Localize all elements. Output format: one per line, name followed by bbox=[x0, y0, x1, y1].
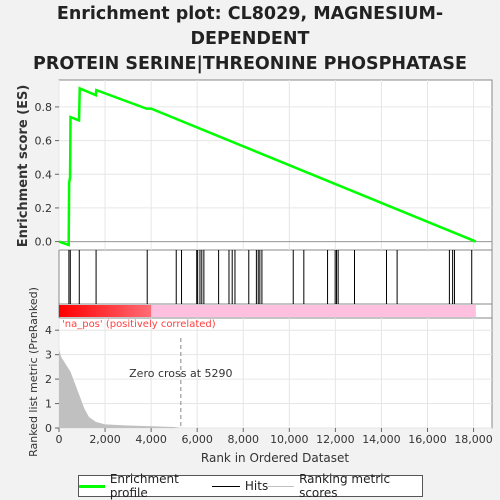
es-y-ticks: 0.0 0.2 0.4 0.6 0.8 bbox=[35, 101, 59, 249]
legend-ranking-swatch bbox=[268, 485, 295, 487]
ranking-y-tick-label: 2 bbox=[45, 373, 52, 386]
rank-color-band bbox=[59, 305, 476, 317]
band-segment bbox=[121, 305, 124, 317]
es-y-tick-label: 0.6 bbox=[35, 135, 53, 148]
x-tick-label: 6,000 bbox=[181, 433, 213, 446]
band-segment bbox=[146, 305, 150, 317]
ranking-y-tick-label: 0 bbox=[45, 422, 52, 435]
x-axis-label: Rank in Ordered Dataset bbox=[201, 451, 349, 465]
band-segment bbox=[95, 305, 99, 317]
band-segment bbox=[102, 305, 106, 317]
band-segment bbox=[63, 305, 67, 317]
enrichment-profile-line bbox=[58, 86, 477, 247]
band-segment bbox=[70, 305, 74, 317]
es-plot-area bbox=[58, 79, 493, 251]
band-segment bbox=[137, 305, 141, 317]
band-segment bbox=[151, 305, 476, 317]
x-tick-label: 10,000 bbox=[270, 433, 309, 446]
ranking-x-ticks: 0 2,000 4,000 6,000 8,000 10,000 12,000 14,000 1… bbox=[56, 428, 493, 446]
es-y-tick-label: 0.2 bbox=[35, 202, 53, 215]
zero-cross-annotation: Zero cross at 5290 bbox=[129, 367, 232, 380]
band-segment bbox=[98, 305, 101, 317]
band-segment bbox=[111, 305, 115, 317]
es-y-axis-label: Enrichment score (ES) bbox=[16, 85, 31, 248]
legend-ranking-label: Ranking metric scores bbox=[299, 472, 391, 500]
band-segment bbox=[105, 305, 108, 317]
band-segment bbox=[109, 305, 113, 317]
ranking-y-tick-label: 4 bbox=[45, 324, 52, 337]
band-segment bbox=[79, 305, 83, 317]
band-segment bbox=[139, 305, 143, 317]
legend-item-ranking: Ranking metric scores bbox=[268, 472, 422, 500]
band-segment bbox=[100, 305, 104, 317]
band-segment bbox=[130, 305, 134, 317]
band-segment bbox=[141, 305, 145, 317]
x-tick-label: 14,000 bbox=[362, 433, 401, 446]
legend-hits-swatch bbox=[211, 485, 240, 487]
band-segment bbox=[61, 305, 65, 317]
es-y-tick-label: 0.0 bbox=[35, 236, 53, 249]
band-segment bbox=[125, 305, 129, 317]
x-tick-label: 0 bbox=[56, 433, 63, 446]
x-tick-label: 18,000 bbox=[454, 433, 493, 446]
es-y-tick-label: 0.8 bbox=[35, 101, 53, 114]
band-segment bbox=[116, 305, 120, 317]
band-segment bbox=[118, 305, 122, 317]
ranking-y-tick-label: 1 bbox=[45, 398, 52, 411]
band-segment bbox=[91, 305, 95, 317]
ranking-gridlines bbox=[58, 318, 492, 429]
band-segment bbox=[72, 305, 76, 317]
band-segment bbox=[135, 305, 138, 317]
band-segment bbox=[59, 305, 62, 317]
x-tick-label: 16,000 bbox=[408, 433, 447, 446]
band-segment bbox=[88, 305, 92, 317]
band-segment bbox=[123, 305, 127, 317]
es-y-tick-label: 0.4 bbox=[35, 168, 53, 181]
band-segment bbox=[75, 305, 78, 317]
band-segment bbox=[82, 305, 85, 317]
positive-correlation-label: 'na_pos' (positively correlated) bbox=[62, 319, 216, 330]
x-tick-label: 2,000 bbox=[89, 433, 121, 446]
band-segment bbox=[107, 305, 111, 317]
x-tick-label: 12,000 bbox=[316, 433, 355, 446]
ranking-y-ticks: 0 1 2 3 4 bbox=[45, 324, 59, 435]
band-segment bbox=[114, 305, 118, 317]
legend-enrichment-swatch bbox=[79, 484, 105, 488]
band-segment bbox=[148, 305, 152, 317]
ranking-y-axis-label: Ranked list metric (PreRanked) bbox=[27, 287, 40, 457]
band-segment bbox=[84, 305, 88, 317]
hits-plot-area bbox=[58, 249, 493, 305]
legend-hits-label: Hits bbox=[244, 479, 269, 493]
legend-item-hits: Hits bbox=[211, 479, 269, 493]
band-segment bbox=[144, 305, 148, 317]
hit-marks bbox=[68, 250, 473, 304]
ranking-y-tick-label: 3 bbox=[45, 349, 52, 362]
band-segment bbox=[132, 305, 136, 317]
x-tick-label: 4,000 bbox=[135, 433, 167, 446]
band-segment bbox=[68, 305, 72, 317]
band-segment bbox=[65, 305, 69, 317]
legend-item-enrichment: Enrichment profile bbox=[79, 472, 212, 500]
band-segment bbox=[86, 305, 90, 317]
legend-enrichment-label: Enrichment profile bbox=[109, 472, 179, 500]
band-segment bbox=[77, 305, 81, 317]
x-tick-label: 8,000 bbox=[228, 433, 260, 446]
band-segment bbox=[128, 305, 131, 317]
legend: Enrichment profile Hits Ranking metric s… bbox=[78, 472, 423, 500]
band-segment bbox=[93, 305, 97, 317]
